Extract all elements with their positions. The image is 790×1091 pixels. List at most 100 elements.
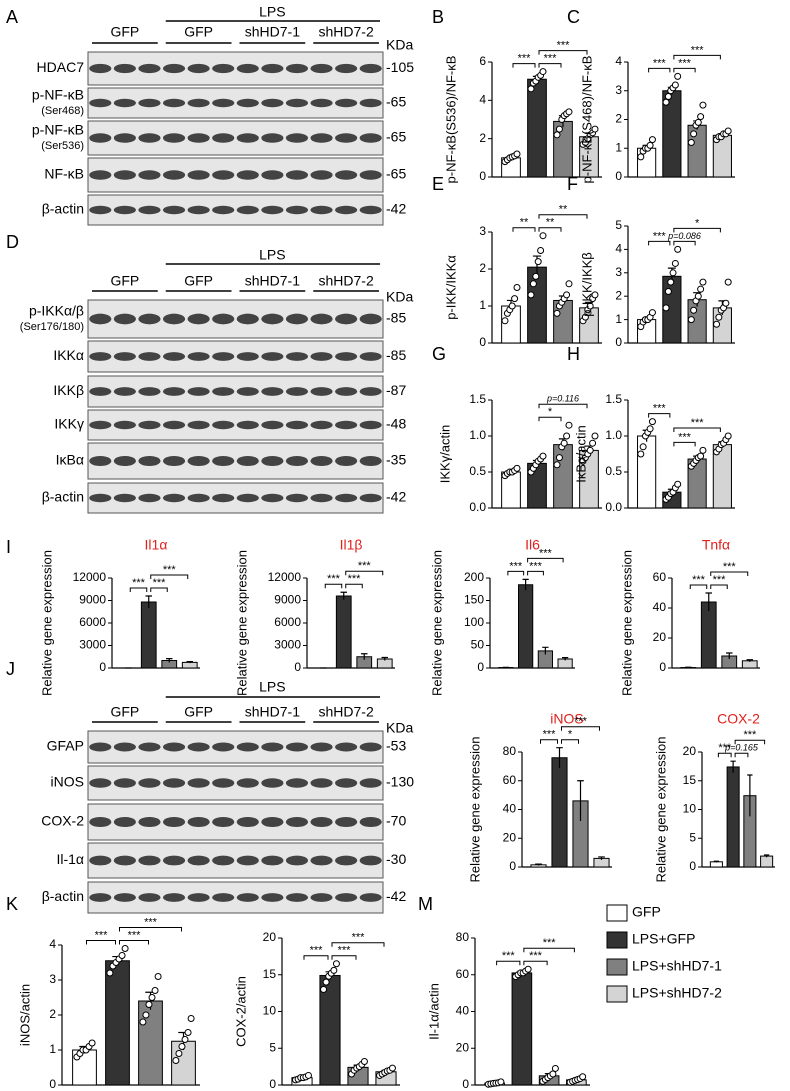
blot-band [359, 778, 382, 788]
error-bar [577, 780, 584, 821]
y-tick-label: 1 [615, 312, 622, 326]
data-point [674, 480, 682, 488]
data-point [388, 1064, 396, 1072]
blot-band [89, 893, 112, 902]
blot-band [187, 170, 210, 180]
significance-label: *** [502, 950, 516, 962]
significance-label: *** [653, 230, 667, 242]
data-point [513, 150, 521, 158]
data-point [332, 960, 340, 968]
y-tick-label: 4 [615, 54, 622, 68]
data-point [591, 125, 599, 133]
bar [726, 766, 740, 868]
y-axis-label: p-NF-κB(S536)/NF-κB [443, 56, 458, 184]
y-tick-label: 2 [49, 1007, 56, 1021]
significance-bracket [717, 752, 732, 758]
blot-band [310, 352, 333, 361]
blot-band [113, 387, 136, 396]
significance-bracket [331, 942, 385, 947]
y-tick-label: 0 [659, 660, 666, 674]
blot-band [236, 742, 259, 752]
blot-background [87, 482, 384, 514]
row-label: p-NF-κB [32, 122, 84, 138]
y-tick-label: 1 [479, 298, 486, 312]
blot-band [187, 455, 210, 467]
error-bar [542, 646, 549, 655]
significance-label: *** [653, 57, 667, 69]
significance-label: *** [723, 561, 737, 573]
blot-band [261, 170, 284, 180]
blot-band [162, 170, 186, 180]
data-point [513, 284, 521, 291]
y-tick-label: 3 [615, 265, 622, 279]
significance-label: *** [310, 945, 324, 957]
blot-band [89, 855, 112, 866]
y-tick-label: 15 [683, 773, 697, 787]
blot-band [89, 387, 112, 396]
significance-bracket [648, 240, 671, 246]
significance-label: p=0.086 [667, 231, 701, 241]
significance-label: *** [163, 564, 177, 576]
bar [105, 960, 130, 1086]
significance-label: *** [539, 547, 553, 559]
bar [138, 1000, 163, 1086]
blot-band [162, 313, 186, 325]
group-label: GFP [110, 273, 139, 289]
legend-swatch [606, 958, 628, 976]
y-tick-label: 50 [471, 638, 485, 652]
significance-label: *** [338, 945, 352, 957]
y-tick-label: 0 [477, 660, 484, 674]
y-tick-label: 60 [456, 967, 470, 981]
row-label: HDAC7 [37, 59, 85, 75]
blot-band [113, 98, 136, 108]
blot-background [87, 803, 384, 841]
blot-band [310, 387, 333, 396]
legend-swatch [606, 985, 628, 1003]
data-point [674, 245, 682, 253]
blot-band [212, 420, 235, 430]
data-point [586, 302, 594, 310]
blot-band [236, 893, 259, 902]
significance-bracket [129, 587, 148, 592]
chart-title: Il1α [145, 537, 168, 553]
significance-bracket [648, 413, 671, 418]
y-tick-label: 200 [464, 570, 484, 584]
significance-label: p=0.165 [724, 743, 759, 753]
significance-label: * [568, 729, 573, 741]
data-point [145, 1001, 153, 1008]
bar [511, 972, 533, 1086]
row-label: β-actin [42, 888, 84, 904]
y-tick-label: 1.5 [605, 392, 622, 406]
blot-band [212, 778, 235, 788]
significance-bracket [673, 227, 721, 233]
blot-band [212, 352, 235, 361]
y-tick-label: 20 [456, 1040, 470, 1054]
data-point [565, 280, 573, 288]
blot-background [87, 730, 384, 764]
y-tick-label: 3000 [79, 638, 106, 652]
data-point [529, 280, 537, 288]
blot-background [87, 881, 384, 914]
group-label: shHD7-1 [245, 273, 300, 289]
blot-band [335, 170, 358, 180]
data-point [697, 452, 705, 460]
data-point [154, 973, 162, 980]
significance-bracket [527, 557, 564, 563]
y-tick-label: 80 [456, 930, 470, 944]
blot-band [138, 313, 161, 325]
blot-band [261, 742, 284, 752]
data-point [699, 278, 707, 286]
bar [527, 78, 547, 178]
blot-band [236, 205, 259, 215]
error-bar [535, 863, 542, 866]
data-point [106, 969, 114, 977]
significance-bracket [734, 752, 749, 758]
blot-band [162, 98, 186, 108]
significance-bracket [673, 67, 696, 73]
blot-band [212, 98, 235, 108]
y-axis-label: iNOS/actin [17, 984, 32, 1046]
blot-band [310, 455, 333, 467]
y-tick-label: 1.0 [605, 428, 622, 442]
data-point [589, 439, 597, 447]
data-point [671, 259, 679, 267]
